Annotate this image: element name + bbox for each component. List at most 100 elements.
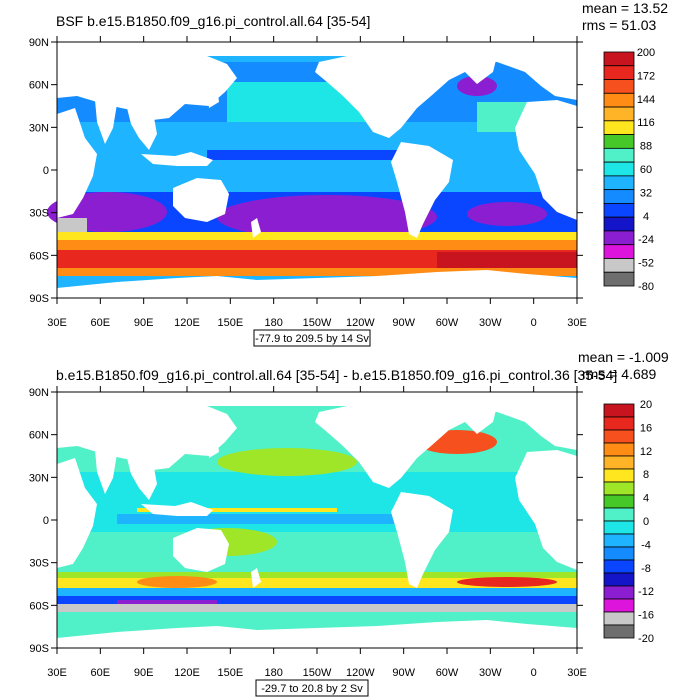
lon-tick-label: 150W [303, 667, 332, 679]
lon-tick-label: 120E [174, 317, 200, 329]
colorbar-label: 12 [640, 446, 652, 458]
colorbar-label: 200 [637, 47, 655, 59]
lat-tick-label: 90S [29, 643, 49, 655]
colorbar-label: -20 [638, 633, 654, 645]
colorbar: 20 16 12 8 4 0 -4 -8 -12 -16 -20 [603, 399, 654, 645]
colorbar-swatch [603, 624, 635, 639]
panel-top: BSF b.e15.B1850.f09_g16.pi_control.all.6… [29, 0, 668, 347]
colorbar-swatch [603, 147, 635, 163]
lat-tick-label: 30N [29, 122, 49, 134]
colorbar-label: -12 [638, 586, 654, 598]
colorbar-swatch [603, 507, 635, 522]
lon-tick-label: 30E [47, 667, 67, 679]
anomaly-band [137, 508, 337, 512]
colorbar-label: -4 [641, 539, 651, 551]
colorbar-swatch [603, 189, 635, 204]
colorbar-swatch [603, 546, 635, 561]
lon-axis: 30E 60E 90E 120E 150E 180 150W 120W 90W 60W 30W 0 30… [47, 36, 587, 329]
colorbar: 200 172 144 116 88 60 32 4 -24 -52 -80 [603, 47, 655, 293]
colorbar-label: -24 [638, 234, 654, 246]
range-box [253, 329, 371, 347]
lon-tick-label: 120E [174, 667, 200, 679]
lat-axis: 90N 60N 30N 0 30S 60S 90S [29, 37, 583, 305]
anomaly-patch [457, 577, 557, 587]
ocean-gyre [457, 76, 497, 96]
colorbar-label: 16 [640, 422, 652, 434]
acc-band [57, 604, 577, 612]
colorbar-swatch [603, 572, 635, 587]
colorbar-swatch [603, 51, 635, 67]
colorbar-swatch [603, 416, 635, 431]
lon-tick-label: 30W [479, 317, 502, 329]
colorbar-label: 32 [640, 187, 652, 199]
lon-tick-label: 150E [217, 667, 243, 679]
lat-tick-label: 30S [29, 558, 49, 570]
colorbar-swatch [603, 585, 635, 600]
colorbar-label: 4 [643, 211, 649, 223]
acc-band [437, 252, 577, 272]
lat-tick-label: 90S [29, 293, 49, 305]
colorbar-label: 144 [637, 94, 655, 106]
range-label: -29.7 to 20.8 by 2 Sv [261, 683, 363, 695]
lon-tick-label: 180 [264, 667, 282, 679]
colorbar-label: 0 [643, 516, 649, 528]
lon-tick-label: 120W [346, 667, 375, 679]
lon-tick-label: 90W [392, 317, 415, 329]
colorbar-swatch [603, 494, 635, 509]
anomaly-band [117, 514, 397, 524]
lon-tick-label: 120W [346, 317, 375, 329]
lon-tick-label: 30E [47, 317, 67, 329]
lon-tick-label: 150E [217, 317, 243, 329]
colorbar-swatch [603, 65, 635, 80]
colorbar-label: 88 [640, 141, 652, 153]
lon-tick-label: 30E [567, 667, 587, 679]
colorbar-label: -80 [638, 281, 654, 293]
colorbar-label: -16 [638, 610, 654, 622]
lon-tick-label: 30E [567, 317, 587, 329]
mean-stat: mean = 13.52 [582, 0, 668, 16]
colorbar-swatch [603, 216, 635, 232]
lat-tick-label: 90N [29, 387, 49, 399]
lat-axis: 90N 60N 30N 0 30S 60S 90S [29, 387, 583, 655]
colorbar-swatch [603, 79, 635, 94]
lat-tick-label: 60N [29, 430, 49, 442]
lon-tick-label: 0 [531, 317, 537, 329]
colorbar-swatch [603, 429, 635, 444]
colorbar-swatch [603, 161, 635, 177]
ocean-gyre [467, 202, 547, 226]
panel-bottom: b.e15.B1850.f09_g16.pi_control.all.64 [3… [29, 349, 669, 697]
lat-tick-label: 60S [29, 250, 49, 262]
lat-tick-label: 30N [29, 472, 49, 484]
ocean-band [57, 218, 87, 234]
colorbar-swatch [603, 175, 635, 191]
lat-tick-label: 30S [29, 208, 49, 220]
lon-tick-label: 150W [303, 317, 332, 329]
mean-stat: mean = -1.009 [578, 349, 669, 365]
lat-tick-label: 0 [43, 165, 49, 177]
colorbar-label: 172 [637, 70, 655, 82]
colorbar-swatch [603, 442, 635, 457]
colorbar-swatch [603, 258, 635, 273]
lon-tick-label: 60E [91, 317, 111, 329]
colorbar-swatch [603, 533, 635, 548]
panel-title: b.e15.B1850.f09_g16.pi_control.all.64 [3… [56, 367, 617, 383]
colorbar-label: 4 [643, 493, 649, 505]
colorbar-swatch [603, 203, 635, 218]
colorbar-swatch [603, 468, 635, 483]
map-plot [47, 41, 578, 299]
colorbar-swatch [603, 611, 635, 626]
lon-tick-label: 60W [436, 667, 459, 679]
lon-tick-label: 180 [264, 317, 282, 329]
colorbar-swatch [603, 598, 635, 613]
colorbar-label: 116 [637, 117, 655, 129]
ocean-band [207, 150, 407, 160]
colorbar-swatch [603, 455, 635, 470]
colorbar-swatch [603, 481, 635, 496]
colorbar-swatch [603, 106, 635, 122]
colorbar-swatch [603, 244, 635, 259]
lon-tick-label: 90E [134, 667, 154, 679]
colorbar-label: 60 [640, 164, 652, 176]
lon-tick-label: 0 [531, 667, 537, 679]
lat-tick-label: 60N [29, 80, 49, 92]
